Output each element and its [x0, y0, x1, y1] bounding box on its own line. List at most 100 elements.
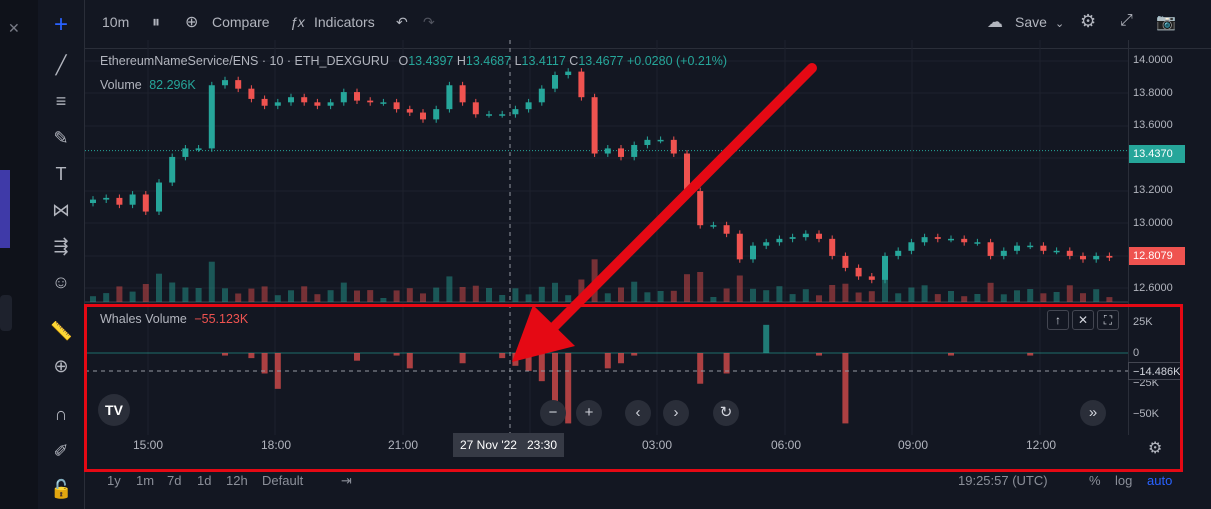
candle-body [816, 233, 822, 239]
range-1y[interactable]: 1y [107, 473, 121, 488]
date-range-icon[interactable]: ⇥ [341, 473, 352, 488]
whales-bar [816, 353, 822, 356]
candle-body [776, 238, 783, 243]
lock-pencil-icon[interactable]: ✐ [53, 441, 69, 461]
lock-icon[interactable]: 🔓 [50, 479, 73, 499]
camera-icon[interactable]: 📷 [1156, 14, 1176, 31]
whales-bar [354, 353, 360, 361]
volume-bar [591, 259, 598, 302]
volume-label[interactable]: Volume [100, 78, 142, 92]
volume-bar [1014, 290, 1020, 302]
whales-bar [618, 353, 624, 364]
jump-to-realtime-icon[interactable]: » [1080, 400, 1106, 426]
drawing-toolbar [38, 0, 85, 509]
tradingview-logo-icon[interactable]: TV [98, 394, 130, 426]
price-chart[interactable] [85, 40, 1128, 435]
zoom-in-button-icon[interactable]: + [576, 400, 602, 426]
gear-icon[interactable]: ⚙ [1080, 11, 1097, 31]
compare-button[interactable]: Compare [212, 14, 270, 30]
candle-body [604, 148, 611, 154]
candle-body [644, 139, 651, 145]
volume-bar [736, 275, 743, 302]
range-1m[interactable]: 1m [136, 473, 155, 488]
reset-icon[interactable]: ↻ [713, 400, 739, 426]
brush-icon[interactable]: ✎ [53, 128, 69, 148]
crosshair-icon[interactable]: + [53, 11, 68, 38]
ruler-icon[interactable]: 📏 [50, 321, 73, 341]
volume-bar [1080, 293, 1086, 302]
time-label: 15:00 [133, 438, 164, 452]
whales-label[interactable]: Whales Volume [100, 312, 187, 326]
candle-body [1014, 245, 1020, 251]
c-value: 13.4677 [578, 54, 624, 68]
volume-bar [261, 286, 268, 302]
range-12h[interactable]: 12h [226, 473, 248, 488]
candle-body [182, 148, 189, 157]
volume-bar [288, 290, 294, 302]
undo-icon[interactable]: ↶ [396, 14, 408, 30]
axis-settings-icon[interactable]: ⚙ [1148, 440, 1163, 457]
scroll-right-icon[interactable]: › [663, 400, 689, 426]
pane-up-icon[interactable]: ↑ [1047, 310, 1069, 330]
save-button[interactable]: Save [1015, 14, 1047, 30]
price-axis[interactable] [1128, 40, 1187, 435]
close-icon[interactable]: ✕ [8, 20, 20, 36]
range-1d[interactable]: 1d [197, 473, 212, 488]
volume-bar [618, 287, 624, 302]
whales-bar [393, 353, 400, 356]
range-default[interactable]: Default [262, 473, 304, 488]
range-7d[interactable]: 7d [167, 473, 182, 488]
volume-bar [552, 282, 558, 302]
zoom-out-icon[interactable]: − [540, 400, 566, 426]
candle-body [723, 225, 730, 234]
o-value: 13.4397 [408, 54, 454, 68]
indicators-button[interactable]: Indicators [314, 14, 375, 30]
log-toggle[interactable]: log [1115, 473, 1133, 488]
candle-body [670, 139, 677, 154]
zoom-in-icon[interactable]: ⊕ [53, 356, 69, 376]
volume-bar [578, 279, 585, 302]
candle-body [1000, 250, 1007, 256]
compare-plus-icon[interactable]: ⊕ [185, 14, 199, 31]
last-price-tag: 12.8079 [1129, 247, 1185, 265]
volume-bar [195, 288, 202, 302]
volume-bar [169, 282, 176, 302]
volume-bar [697, 272, 704, 302]
fullscreen-icon[interactable]: ⤢ [1120, 12, 1133, 29]
emoji-icon[interactable]: ☺ [51, 272, 71, 292]
candles-icon[interactable]: ⏸ [152, 14, 161, 31]
pattern-icon[interactable]: ⋈ [52, 200, 70, 220]
volume-bar [512, 288, 519, 302]
clock-label[interactable]: 19:25:57 (UTC) [958, 473, 1048, 488]
auto-toggle[interactable]: auto [1147, 473, 1173, 488]
crosshair-time-label: 27 Nov '22 23:30 [453, 433, 564, 457]
pane-close-icon[interactable]: ✕ [1072, 310, 1094, 330]
percent-toggle[interactable]: % [1089, 473, 1101, 488]
symbol-title[interactable]: EthereumNameService/ENS · 10 · ETH_DEXGU… [100, 54, 389, 68]
redo-icon[interactable]: ↷ [423, 14, 435, 30]
price-axis-label: 13.2000 [1133, 184, 1173, 196]
interval-button[interactable]: 10m [102, 14, 130, 30]
o-label: O [398, 54, 409, 68]
text-icon[interactable]: T [55, 164, 67, 184]
volume-bar [446, 276, 453, 302]
candle-body [142, 194, 149, 212]
whales-bar [565, 353, 572, 424]
volume-bar [406, 288, 413, 302]
pane-maximize-icon[interactable]: ⛶ [1097, 310, 1119, 330]
top-toolbar: 10m ⏸ ⊕ Compare ƒx Indicators ↶ ↷ ☁ Save… [85, 0, 1211, 49]
trend-line-icon[interactable]: ╱ [55, 55, 67, 75]
whales-bar [499, 353, 506, 359]
chevron-down-icon[interactable]: ⌄ [1055, 18, 1065, 30]
volume-bar [538, 286, 545, 302]
candle-body [420, 112, 426, 120]
volume-bar [222, 288, 228, 302]
candle-body [129, 194, 136, 205]
magnet-icon[interactable]: ∩ [54, 404, 68, 424]
prediction-icon[interactable]: ⇶ [53, 236, 69, 256]
scroll-left-icon[interactable]: ‹ [625, 400, 651, 426]
volume-bar [380, 298, 387, 302]
indicators-icon[interactable]: ƒx [290, 14, 305, 30]
fib-icon[interactable]: ≡ [55, 91, 67, 111]
price-axis-label: 13.8000 [1133, 87, 1173, 99]
